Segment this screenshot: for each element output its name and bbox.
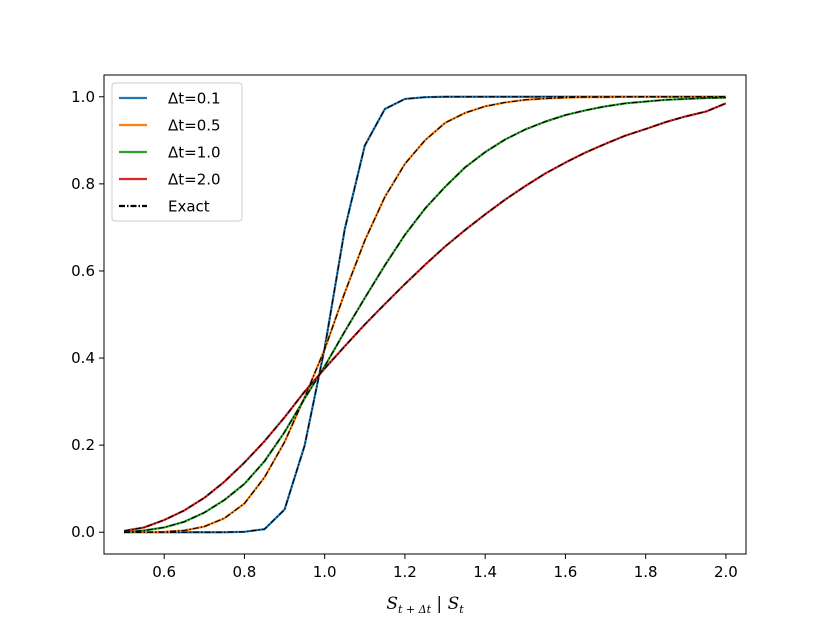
- x-tick-label: 1.2: [393, 563, 417, 581]
- plot-frame: [103, 74, 747, 555]
- exact-line-1: [124, 96, 726, 533]
- legend-label-3: Δt=1.0: [168, 144, 221, 162]
- x-tick-label: 1.8: [634, 563, 658, 581]
- x-axis-ticks: 0.6 0.8 1.0 1.2 1.4 1.6 1.8 2.0: [152, 554, 738, 581]
- legend-label-1: Δt=0.1: [168, 90, 221, 108]
- legend: Δt=0.1 Δt=0.5 Δt=1.0 Δt=2.0 Exact: [111, 82, 243, 222]
- x-tick-label: 1.6: [554, 563, 578, 581]
- legend-label-5: Exact: [168, 198, 210, 216]
- y-axis-ticks: 0.0 0.2 0.4 0.6 0.8 1.0: [71, 88, 104, 541]
- y-tick-label: 0.8: [71, 175, 95, 193]
- legend-box: [111, 82, 243, 222]
- y-tick-label: 0.4: [71, 349, 95, 367]
- y-tick-label: 0.2: [71, 436, 95, 454]
- y-tick-label: 1.0: [71, 88, 95, 106]
- x-tick-label: 0.6: [152, 563, 176, 581]
- legend-label-2: Δt=0.5: [168, 117, 221, 135]
- legend-label-4: Δt=2.0: [168, 171, 221, 189]
- y-tick-label: 0.0: [71, 523, 95, 541]
- series-line-2: [124, 95, 726, 534]
- x-axis-label: St + Δt | St: [386, 594, 464, 616]
- exact-line-4: [123, 102, 727, 532]
- x-tick-label: 1.4: [473, 563, 497, 581]
- x-tick-label: 1.0: [313, 563, 337, 581]
- x-tick-label: 0.8: [233, 563, 257, 581]
- x-tick-label: 2.0: [714, 563, 738, 581]
- exact-line-3: [124, 97, 726, 533]
- plot-lines: [123, 95, 727, 534]
- y-tick-label: 0.6: [71, 262, 95, 280]
